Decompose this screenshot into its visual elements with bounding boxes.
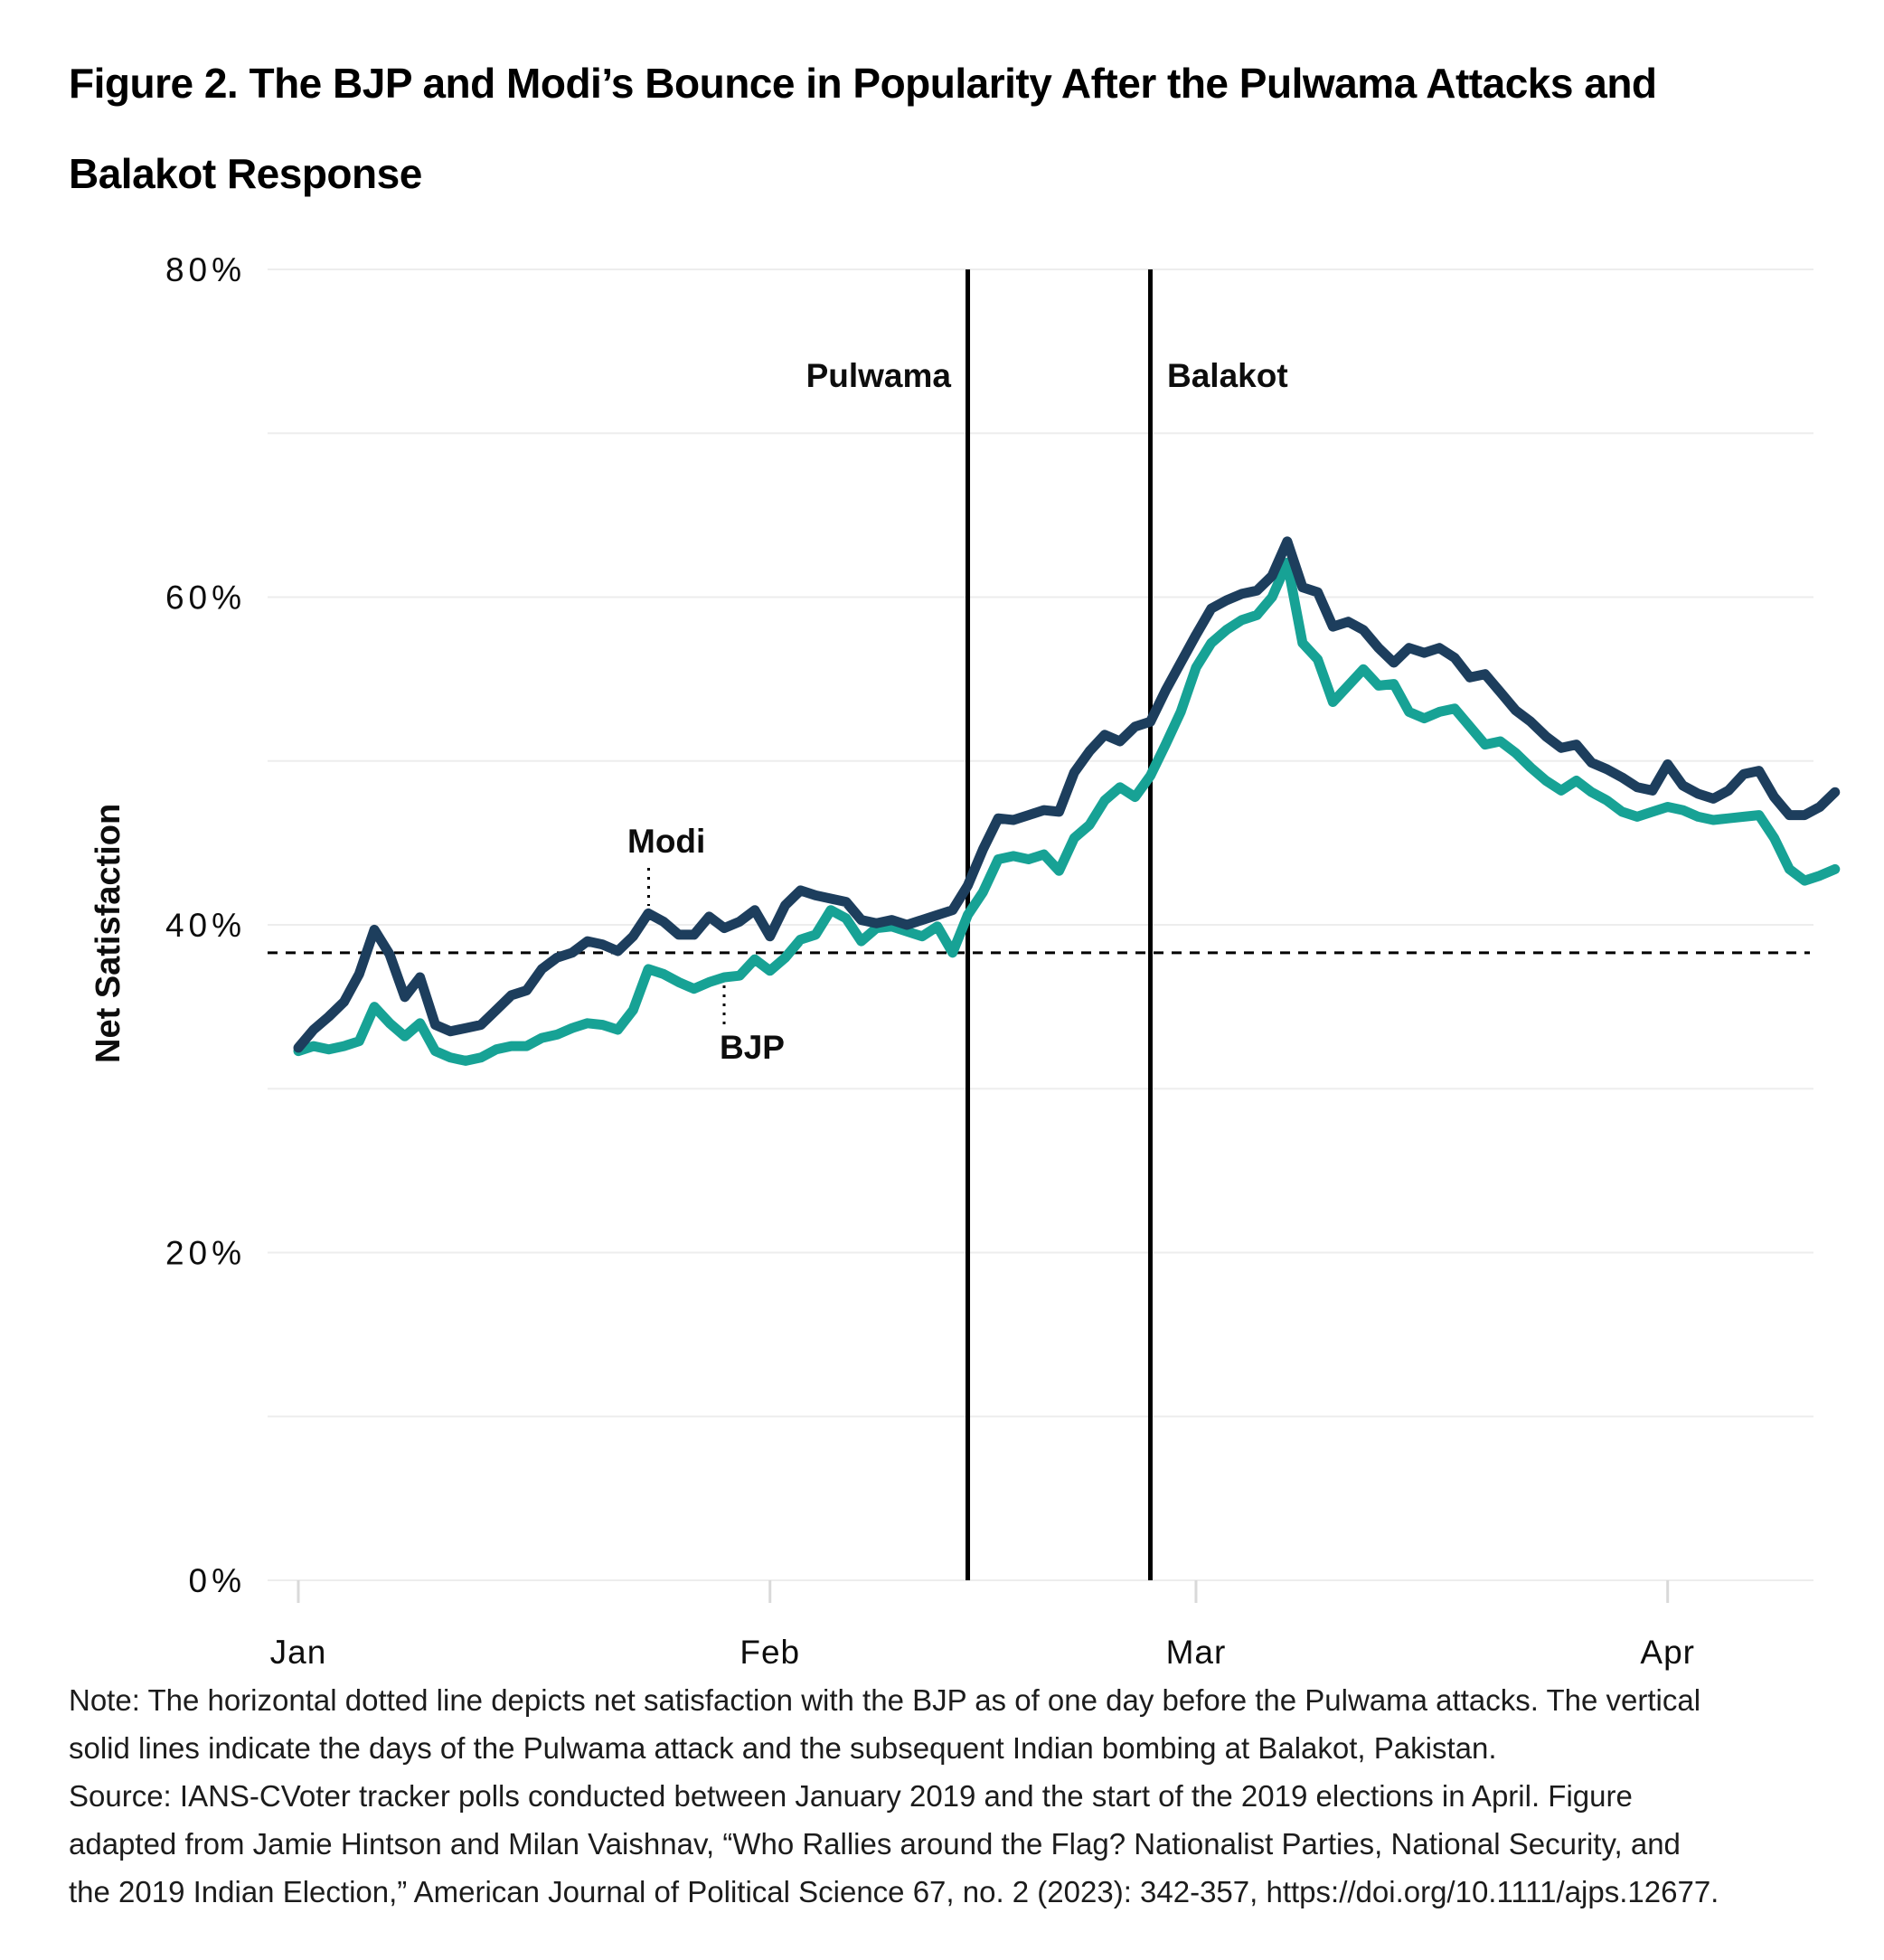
note-text: Note: The horizontal dotted line depicts… <box>69 1676 1719 1916</box>
svg-text:80%: 80% <box>165 251 246 288</box>
svg-text:Jan: Jan <box>270 1634 327 1671</box>
svg-text:20%: 20% <box>165 1235 246 1272</box>
svg-text:60%: 60% <box>165 580 246 617</box>
figure-title-line-1: Figure 2. The BJP and Modi’s Bounce in P… <box>69 60 1657 107</box>
figure-title: Figure 2. The BJP and Modi’s Bounce in P… <box>69 38 1657 219</box>
bjp-series-label: BJP <box>720 1029 785 1066</box>
svg-text:Feb: Feb <box>739 1634 800 1671</box>
svg-text:Apr: Apr <box>1640 1634 1695 1671</box>
note-line-1: Note: The horizontal dotted line depicts… <box>69 1683 1701 1717</box>
svg-text:Mar: Mar <box>1166 1634 1227 1671</box>
svg-text:40%: 40% <box>165 907 246 944</box>
source-line-2: adapted from Jamie Hintson and Milan Vai… <box>69 1827 1681 1861</box>
source-line-1: Source: IANS-CVoter tracker polls conduc… <box>69 1779 1633 1813</box>
source-line-3: the 2019 Indian Election,” American Jour… <box>69 1875 1719 1908</box>
svg-text:0%: 0% <box>189 1562 246 1599</box>
balakot-event-label: Balakot <box>1167 357 1288 394</box>
modi-series-label: Modi <box>627 823 706 860</box>
note-line-2: solid lines indicate the days of the Pul… <box>69 1731 1497 1765</box>
figure-title-line-2: Balakot Response <box>69 150 422 197</box>
pulwama-event-label: Pulwama <box>805 357 951 394</box>
y-axis-title: Net Satisfaction <box>89 803 127 1063</box>
